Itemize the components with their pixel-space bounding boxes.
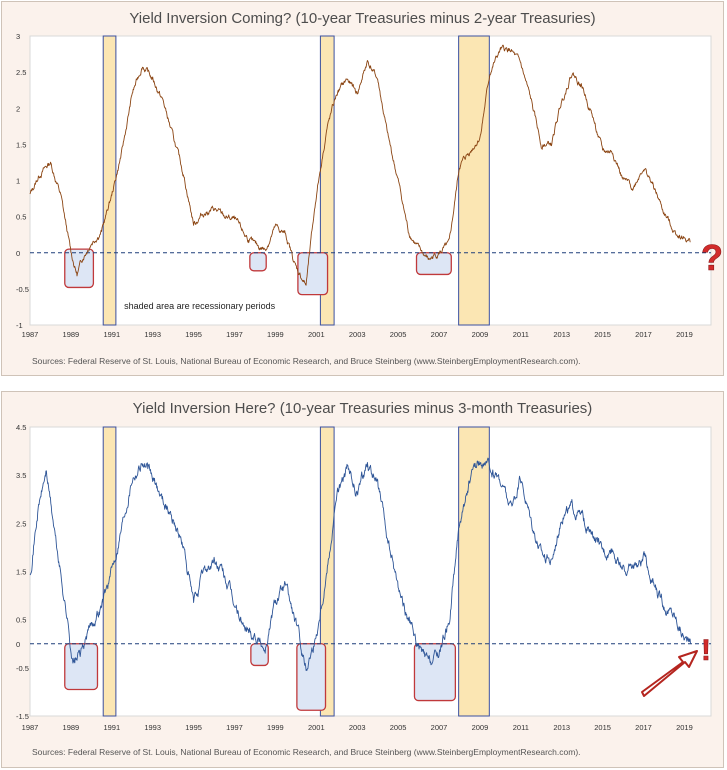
y-tick-label: -0.5 xyxy=(16,664,29,673)
arrow-icon xyxy=(641,650,698,697)
x-tick-label: 1987 xyxy=(22,723,39,732)
x-tick-label: 2017 xyxy=(635,723,652,732)
exclamation-mark-icon: ! xyxy=(701,634,711,667)
x-tick-label: 2015 xyxy=(594,723,611,732)
x-tick-label: 2009 xyxy=(472,723,489,732)
x-tick-label: 2005 xyxy=(390,723,407,732)
x-tick-label: 1991 xyxy=(103,330,120,339)
x-tick-label: 1997 xyxy=(226,330,243,339)
inversion-highlight xyxy=(249,252,267,272)
y-tick-label: 0 xyxy=(16,249,20,258)
inversion-highlight xyxy=(413,643,457,702)
x-tick-label: 1993 xyxy=(144,723,161,732)
plot-area xyxy=(29,35,712,326)
series-line xyxy=(29,44,691,286)
x-tick-label: 1999 xyxy=(267,330,284,339)
x-tick-label: 2007 xyxy=(431,330,448,339)
x-tick-label: 2013 xyxy=(553,330,570,339)
x-tick-label: 2015 xyxy=(594,330,611,339)
y-tick-label: 1.5 xyxy=(16,140,26,149)
chart-title: Yield Inversion Coming? (10-year Treasur… xyxy=(129,10,596,27)
x-tick-label: 1989 xyxy=(63,723,80,732)
chart-note: shaded area are recessionary periods xyxy=(124,301,276,311)
x-tick-label: 2009 xyxy=(472,330,489,339)
x-tick-label: 1993 xyxy=(144,330,161,339)
y-tick-label: 3 xyxy=(16,32,20,41)
y-tick-label: -1.5 xyxy=(16,712,29,721)
x-tick-label: 2003 xyxy=(349,723,366,732)
recession-band xyxy=(458,426,490,717)
x-tick-label: 1995 xyxy=(185,723,202,732)
x-tick-label: 2019 xyxy=(676,330,693,339)
y-tick-label: 0.5 xyxy=(16,213,26,222)
chart-source: Sources: Federal Reserve of St. Louis, N… xyxy=(32,356,581,366)
chart-source: Sources: Federal Reserve of St. Louis, N… xyxy=(32,747,581,757)
y-tick-label: 2 xyxy=(16,104,20,113)
x-tick-label: 2019 xyxy=(676,723,693,732)
y-tick-label: 2.5 xyxy=(16,519,26,528)
x-tick-label: 2001 xyxy=(308,330,325,339)
x-tick-label: 2011 xyxy=(513,330,529,339)
x-tick-label: 2001 xyxy=(308,723,325,732)
y-tick-label: 2.5 xyxy=(16,68,26,77)
x-tick-label: 2003 xyxy=(349,330,366,339)
x-tick-label: 1997 xyxy=(226,723,243,732)
inversion-highlight xyxy=(415,252,452,276)
x-tick-label: 2005 xyxy=(390,330,407,339)
y-tick-label: -0.5 xyxy=(16,285,29,294)
x-tick-label: 2017 xyxy=(635,330,652,339)
x-tick-label: 1987 xyxy=(22,330,39,339)
y-tick-label: 4.5 xyxy=(16,423,26,432)
x-tick-label: 1999 xyxy=(267,723,284,732)
y-tick-label: 1.5 xyxy=(16,568,26,577)
y-tick-label: 0 xyxy=(16,640,20,649)
question-mark-icon: ? xyxy=(701,237,723,278)
recession-band xyxy=(102,426,117,717)
y-tick-label: 0.5 xyxy=(16,616,26,625)
plot-area xyxy=(29,426,712,717)
y-tick-label: 1 xyxy=(16,177,20,186)
series-line xyxy=(29,457,691,672)
recession-band xyxy=(458,35,490,326)
y-tick-label: -1 xyxy=(16,321,23,330)
x-tick-label: 1991 xyxy=(103,723,120,732)
x-tick-label: 2013 xyxy=(553,723,570,732)
x-tick-label: 1995 xyxy=(185,330,202,339)
y-tick-label: 3.5 xyxy=(16,471,26,480)
x-tick-label: 1989 xyxy=(63,330,80,339)
x-tick-label: 2007 xyxy=(431,723,448,732)
x-tick-label: 2011 xyxy=(513,723,529,732)
chart-title: Yield Inversion Here? (10-year Treasurie… xyxy=(132,400,593,417)
